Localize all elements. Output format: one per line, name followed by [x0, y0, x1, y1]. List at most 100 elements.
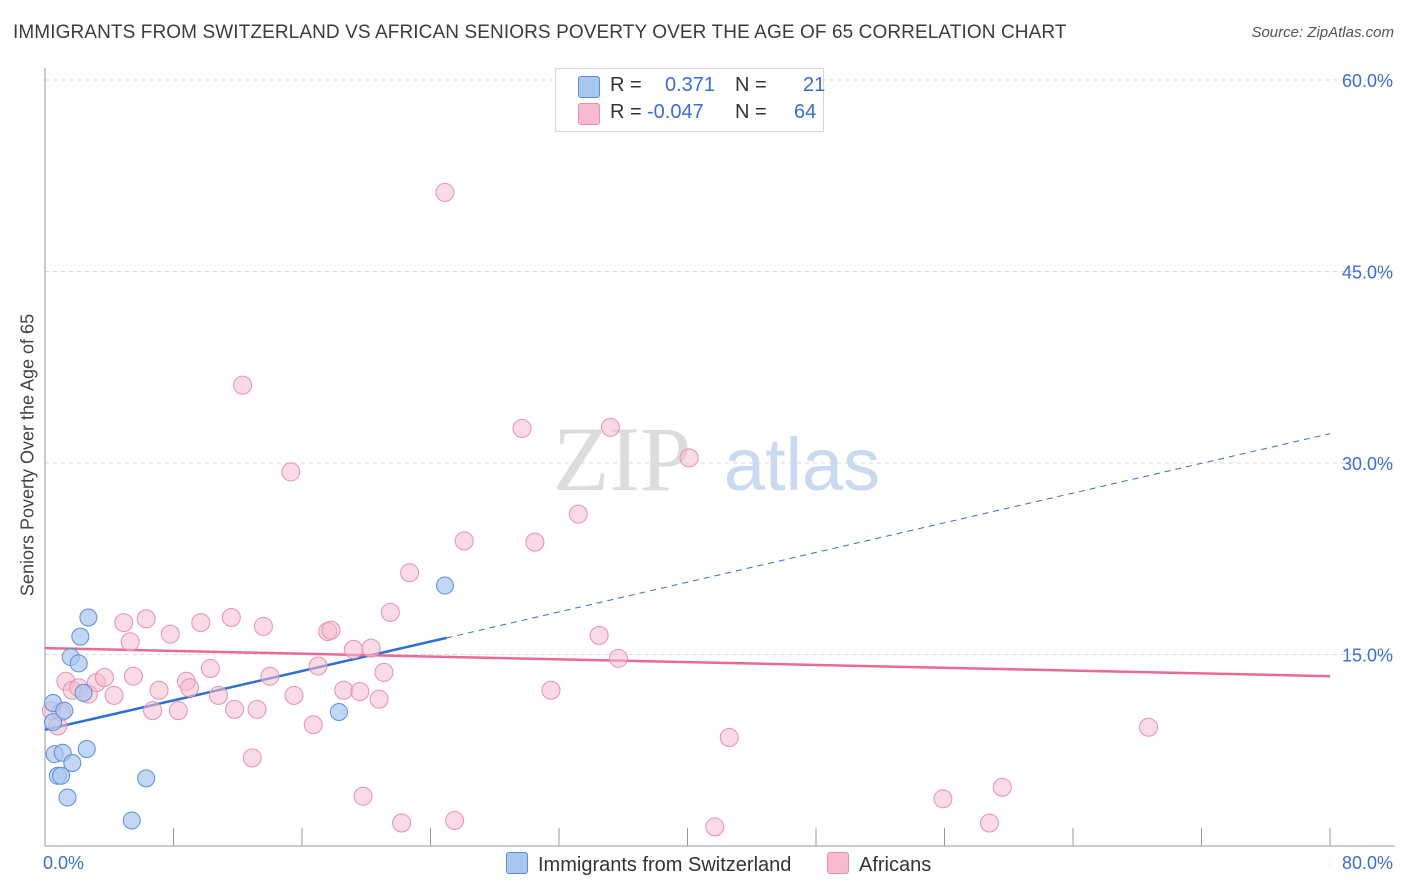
legend-r-value: 0.371	[665, 74, 716, 96]
point-africans	[221, 607, 241, 627]
legend-n-label: N =	[735, 74, 767, 96]
point-africans	[225, 699, 245, 719]
point-switzerland	[77, 739, 96, 758]
point-africans	[374, 662, 394, 682]
point-africans	[123, 666, 143, 686]
point-africans	[143, 701, 163, 721]
point-africans	[120, 632, 140, 652]
point-africans	[191, 613, 211, 633]
point-africans	[1138, 717, 1158, 737]
watermark-atlas: atlas	[724, 423, 880, 506]
point-africans	[233, 375, 253, 395]
point-switzerland	[329, 702, 348, 721]
point-switzerland	[74, 683, 93, 702]
y-tick-label: 30.0%	[1342, 454, 1393, 474]
point-africans	[260, 666, 280, 686]
watermark-zip: ZIP	[553, 408, 691, 510]
point-switzerland	[122, 811, 141, 830]
trend-line-switzerland	[44, 636, 447, 732]
point-africans	[445, 810, 465, 830]
point-africans	[114, 613, 134, 633]
point-africans	[284, 685, 304, 705]
point-africans	[705, 817, 725, 837]
tick-labels: 15.0% 30.0% 45.0% 60.0% 0.0% 80.0%	[43, 71, 1393, 873]
point-switzerland	[44, 713, 63, 732]
legend-swatch-blue	[578, 76, 600, 98]
bottom-legend-switzerland: Immigrants from Switzerland	[506, 852, 791, 877]
point-africans	[380, 602, 400, 622]
point-africans	[353, 786, 373, 806]
point-switzerland	[79, 608, 98, 627]
point-africans	[679, 448, 699, 468]
point-switzerland	[69, 654, 88, 673]
point-africans	[281, 462, 301, 482]
grid-layer	[45, 79, 1395, 655]
point-africans	[168, 701, 188, 721]
point-africans	[400, 563, 420, 583]
axes-layer	[44, 68, 1395, 847]
point-switzerland	[55, 701, 74, 720]
point-switzerland	[52, 766, 71, 785]
legend-swatch-pink	[578, 103, 600, 125]
point-switzerland	[71, 627, 90, 646]
point-africans	[392, 813, 412, 833]
correlation-legend: R = 0.371 N = 21 R = -0.047 N = 64	[555, 68, 826, 132]
point-africans	[200, 659, 220, 679]
point-africans	[350, 682, 370, 702]
point-africans	[719, 727, 739, 747]
point-africans	[369, 689, 389, 709]
point-africans	[247, 699, 267, 719]
point-africans	[334, 680, 354, 700]
point-africans	[253, 616, 273, 636]
point-africans	[361, 638, 381, 658]
legend-r-label: R =	[610, 74, 642, 96]
bottom-legend-label: Africans	[859, 854, 932, 876]
point-africans	[608, 648, 628, 668]
watermark: ZIP atlas	[553, 408, 880, 510]
y-tick-label: 60.0%	[1342, 71, 1393, 91]
point-africans	[343, 639, 363, 659]
legend-r-label: R =	[610, 101, 642, 123]
chart-title: IMMIGRANTS FROM SWITZERLAND VS AFRICAN S…	[13, 22, 1067, 43]
y-axis-label: Seniors Poverty Over the Age of 65	[17, 313, 38, 597]
point-switzerland	[137, 769, 156, 788]
point-africans	[242, 748, 262, 768]
point-africans	[933, 789, 953, 809]
point-africans	[568, 504, 588, 524]
x-tick-label: 0.0%	[43, 853, 84, 873]
bottom-legend-africans: Africans	[827, 852, 931, 877]
point-switzerland	[58, 788, 77, 807]
point-africans	[589, 625, 609, 645]
legend-n-label: N =	[735, 101, 767, 123]
point-africans	[979, 813, 999, 833]
trend-line-switzerland-projection	[446, 433, 1331, 639]
point-africans	[435, 182, 455, 202]
point-africans	[180, 678, 200, 698]
point-africans	[208, 685, 228, 705]
point-africans	[160, 624, 180, 644]
point-switzerland	[435, 576, 454, 595]
y-tick-label: 15.0%	[1342, 646, 1393, 666]
point-africans	[321, 620, 341, 640]
legend-n-value: 21	[803, 74, 826, 96]
x-tick-label: 80.0%	[1342, 853, 1393, 873]
point-africans	[541, 680, 561, 700]
point-switzerland	[63, 754, 82, 773]
bottom-legend-swatch-pink	[827, 852, 849, 874]
point-africans	[308, 656, 328, 676]
point-africans	[992, 777, 1012, 797]
point-africans	[149, 680, 169, 700]
point-africans	[136, 609, 156, 629]
point-africans	[600, 417, 620, 437]
point-africans	[454, 531, 474, 551]
bottom-legend-swatch-blue	[506, 852, 528, 874]
legend-n-value: 64	[794, 101, 817, 123]
point-africans	[104, 685, 124, 705]
source-label: Source: ZipAtlas.com	[1251, 24, 1394, 41]
point-africans	[512, 419, 532, 439]
trend-lines	[44, 433, 1331, 732]
point-africans	[94, 667, 114, 687]
y-tick-label: 45.0%	[1342, 263, 1393, 283]
trend-line-africans	[44, 646, 1331, 678]
